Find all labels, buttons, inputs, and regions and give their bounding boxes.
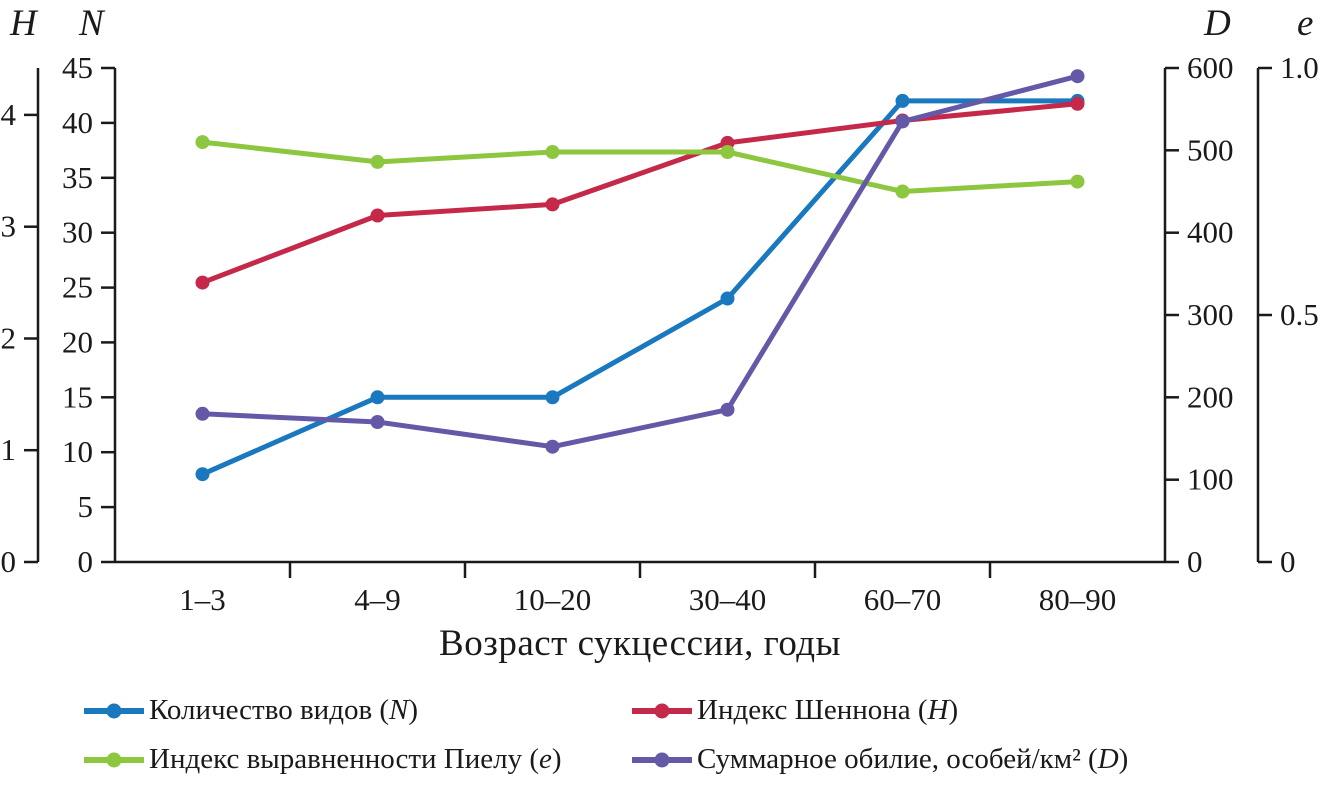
- series-point-H: [1070, 96, 1085, 111]
- series-point-e: [720, 145, 735, 159]
- tick-label: 0: [1, 544, 17, 579]
- series-point-e: [195, 135, 210, 150]
- tick-label: 300: [1187, 297, 1234, 332]
- legend-item-e: Индекс выравненности Пиелу (e): [82, 743, 630, 776]
- series-point-D: [195, 406, 210, 421]
- series-point-H: [370, 208, 385, 223]
- tick-label: 0: [78, 544, 94, 579]
- series-point-D: [1070, 69, 1085, 84]
- tick-label: 1: [1, 432, 17, 467]
- series-line-D: [200, 73, 1080, 450]
- x-axis-title: Возраст сукцессии, годы: [439, 623, 841, 664]
- legend-marker-e: [84, 752, 144, 767]
- category-label: 1–3: [179, 582, 226, 617]
- category-label: 30–40: [689, 582, 767, 617]
- series-line-N: [200, 98, 1080, 477]
- tick-label: 100: [1187, 462, 1234, 497]
- tick-label: 35: [62, 160, 93, 195]
- series-point-D: [545, 439, 560, 454]
- axis-letter-e: e: [1297, 3, 1314, 44]
- series-point-N: [195, 467, 210, 482]
- series-line-H: [200, 101, 1080, 286]
- tick-label: 400: [1187, 215, 1234, 250]
- series-point-H: [195, 275, 210, 290]
- axis-letter-N: N: [79, 3, 104, 44]
- series-point-D: [895, 114, 910, 129]
- tick-label: 200: [1187, 379, 1234, 414]
- category-label: 60–70: [864, 582, 942, 617]
- tick-label: 45: [62, 50, 93, 85]
- legend-marker-D: [632, 752, 692, 767]
- legend-label-H: Индекс Шеннона (H): [697, 694, 959, 726]
- tick-label: 40: [62, 105, 93, 140]
- legend-marker-H: [632, 703, 692, 718]
- series-point-e: [545, 145, 560, 159]
- legend-label-N: Количество видов (N): [149, 694, 419, 726]
- series-line-e: [200, 139, 1080, 194]
- tick-label: 600: [1187, 50, 1234, 85]
- tick-label: 4: [1, 97, 17, 132]
- category-label: 4–9: [354, 582, 401, 617]
- tick-label: 20: [62, 324, 93, 359]
- tick-label: 3: [1, 209, 17, 244]
- legend-marker-N: [84, 703, 144, 718]
- series-point-N: [370, 390, 385, 405]
- series-point-D: [370, 415, 385, 429]
- tick-label: 0: [1280, 544, 1296, 579]
- tick-label: 25: [62, 270, 93, 305]
- tick-label: 15: [62, 379, 93, 414]
- tick-label: 5: [78, 489, 94, 524]
- chart-legend: Количество видов (N) Индекс Шеннона (H) Ин…: [82, 694, 1128, 776]
- series-point-e: [1070, 174, 1085, 189]
- series-point-N: [895, 93, 910, 108]
- tick-label: 0: [1187, 544, 1203, 579]
- legend-item-D: Суммарное обилие, особей/км² (D): [630, 743, 1128, 776]
- tick-label: 2: [1, 321, 17, 356]
- legend-item-N: Количество видов (N): [82, 694, 630, 727]
- chart-canvas: 0123405101520253035404501002003004005006…: [1, 50, 1319, 617]
- series-point-e: [895, 184, 910, 199]
- axis-letter-H: H: [10, 3, 37, 44]
- tick-label: 500: [1187, 132, 1234, 167]
- axis-letter-D: D: [1204, 3, 1231, 44]
- tick-label: 10: [62, 434, 93, 469]
- series-point-N: [545, 390, 560, 405]
- category-label: 80–90: [1039, 582, 1117, 617]
- series-point-N: [720, 291, 735, 306]
- legend-label-D: Суммарное обилие, особей/км² (D): [697, 743, 1129, 775]
- series-point-H: [545, 197, 560, 212]
- category-label: 10–20: [514, 582, 592, 617]
- legend-item-H: Индекс Шеннона (H): [630, 694, 1128, 727]
- series-point-D: [720, 402, 735, 417]
- tick-label: 0.5: [1280, 297, 1319, 332]
- legend-label-e: Индекс выравненности Пиелу (e): [149, 743, 562, 775]
- series-point-e: [370, 154, 385, 169]
- tick-label: 30: [62, 215, 93, 250]
- tick-label: 1.0: [1280, 50, 1319, 85]
